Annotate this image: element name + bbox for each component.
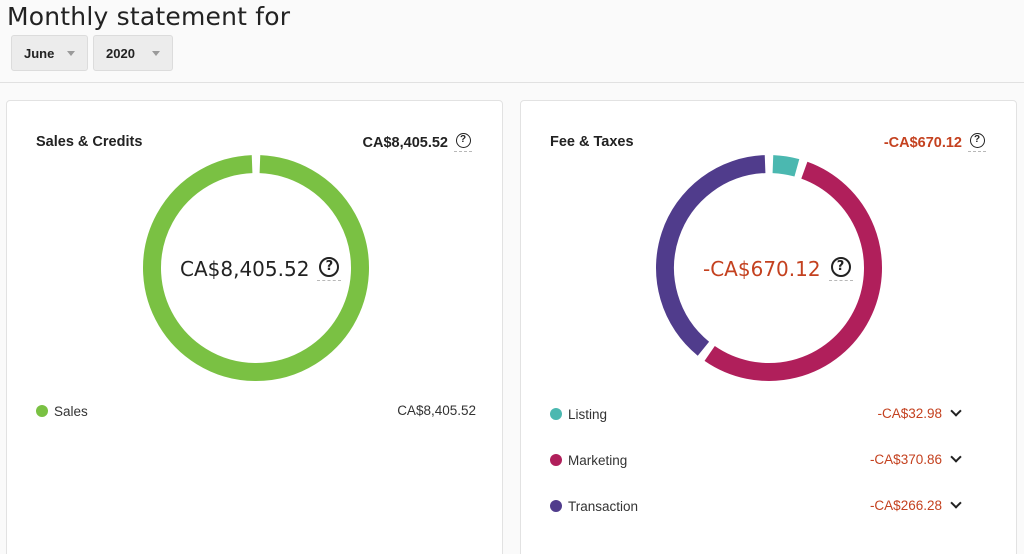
donut-center-label: -CA$670.12 ? <box>703 257 853 281</box>
legend-amount: -CA$370.86 <box>869 452 942 467</box>
question-circle-icon: ? <box>319 257 340 277</box>
caret-down-icon <box>152 51 160 56</box>
sales-credits-card: Sales & Credits CA$8,405.52 ? CA$8,405.5… <box>6 100 503 554</box>
legend-dot <box>550 500 562 512</box>
donut-segment-transaction <box>656 155 766 356</box>
fees-donut-chart <box>656 155 882 381</box>
help-tooltip-trigger[interactable]: ? <box>968 133 986 152</box>
card-total-amount: CA$8,405.52 <box>362 134 448 151</box>
chevron-down-icon[interactable] <box>950 451 962 463</box>
legend-label: Marketing <box>568 452 628 468</box>
donut-segment-marketing <box>704 161 882 381</box>
legend-item-listing[interactable]: Listing -CA$32.98 <box>550 403 990 425</box>
caret-down-icon <box>67 51 75 56</box>
legend-dot <box>550 408 562 420</box>
legend-item-sales: Sales CA$8,405.52 <box>36 400 476 422</box>
card-title: Fee & Taxes <box>550 134 634 150</box>
chevron-down-icon[interactable] <box>950 497 962 509</box>
month-select[interactable]: June <box>11 35 88 71</box>
card-total: CA$8,405.52 ? <box>363 133 472 152</box>
question-circle-icon: ? <box>969 133 985 148</box>
legend-item-marketing[interactable]: Marketing -CA$370.86 <box>550 449 990 471</box>
legend-label: Transaction <box>568 498 639 514</box>
help-tooltip-trigger[interactable]: ? <box>317 257 342 281</box>
donut-segment-sales <box>143 155 369 381</box>
legend-label: Sales <box>54 403 88 419</box>
donut-center-label: CA$8,405.52 ? <box>180 257 342 281</box>
tooltip-underline <box>454 151 472 152</box>
fees-taxes-card: Fee & Taxes -CA$670.12 ? -CA$670.12 ? Li… <box>520 100 1017 554</box>
chevron-down-icon[interactable] <box>950 405 962 417</box>
donut-center-amount: CA$8,405.52 <box>180 257 310 281</box>
legend-amount: CA$8,405.52 <box>397 403 476 418</box>
legend-dot <box>36 405 48 417</box>
legend-dot <box>550 454 562 466</box>
card-total: -CA$670.12 ? <box>884 133 986 152</box>
sales-donut-chart <box>143 155 369 381</box>
legend-item-transaction[interactable]: Transaction -CA$266.28 <box>550 495 990 517</box>
tooltip-underline <box>317 280 342 281</box>
card-total-amount: -CA$670.12 <box>883 134 962 151</box>
question-circle-icon: ? <box>455 133 471 148</box>
donut-segment-listing <box>772 155 800 177</box>
legend-label: Listing <box>568 406 608 422</box>
year-select[interactable]: 2020 <box>93 35 173 71</box>
statement-header: Monthly statement for June 2020 <box>0 0 1024 83</box>
tooltip-underline <box>968 151 986 152</box>
help-tooltip-trigger[interactable]: ? <box>828 257 853 281</box>
card-title: Sales & Credits <box>36 134 143 150</box>
page-title: Monthly statement for <box>7 2 291 31</box>
legend-amount: -CA$32.98 <box>877 406 942 421</box>
tooltip-underline <box>828 280 853 281</box>
month-select-value: June <box>24 45 55 61</box>
year-select-value: 2020 <box>106 45 135 61</box>
donut-center-amount: -CA$670.12 <box>703 257 821 281</box>
question-circle-icon: ? <box>830 257 851 277</box>
help-tooltip-trigger[interactable]: ? <box>454 133 472 152</box>
legend-amount: -CA$266.28 <box>869 498 942 513</box>
